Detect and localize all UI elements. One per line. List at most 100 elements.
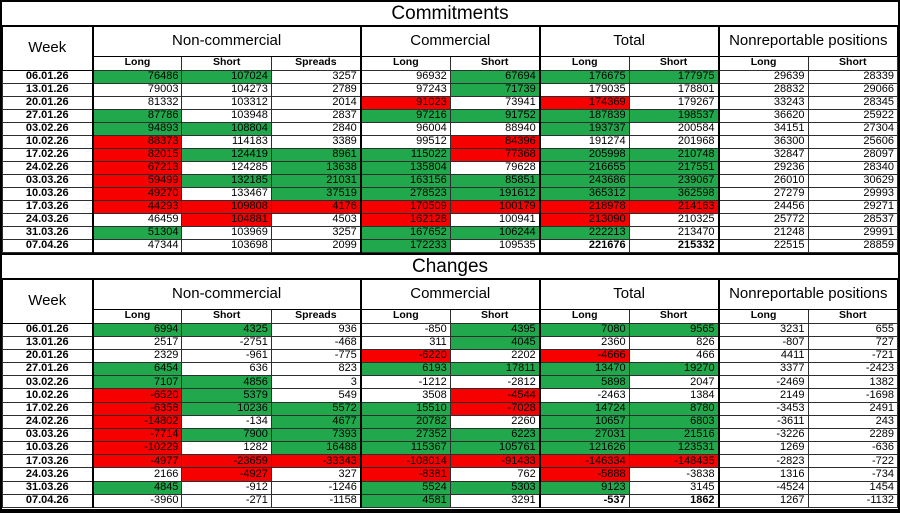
value-cell: 3291 xyxy=(449,493,541,509)
value-cell: 28832 xyxy=(717,82,809,97)
value-cell: 3257 xyxy=(270,69,362,84)
value-cell: -850 xyxy=(359,322,451,337)
value-cell: 49270 xyxy=(91,186,183,201)
week-cell: 10.03.26 xyxy=(2,441,94,456)
value-cell: 109808 xyxy=(181,199,272,214)
value-cell: 179035 xyxy=(538,82,630,97)
value-cell: 193737 xyxy=(538,121,630,136)
value-cell: 243686 xyxy=(538,173,630,188)
value-cell: 1269 xyxy=(717,441,809,456)
value-cell: -775 xyxy=(270,348,362,364)
value-cell: 67213 xyxy=(91,160,183,175)
table-row: 06.01.26 6994 4325 936 -850 4395 7080 9565 3231 6… xyxy=(2,322,898,337)
value-cell: 4856 xyxy=(181,375,272,390)
value-cell: 216655 xyxy=(538,160,630,175)
value-cell: 6223 xyxy=(449,427,541,443)
value-cell: -721 xyxy=(807,348,898,364)
week-cell: 10.03.26 xyxy=(2,186,94,201)
value-cell: 28859 xyxy=(807,238,898,254)
value-cell: 84396 xyxy=(449,134,541,149)
value-cell: 109535 xyxy=(449,238,541,254)
value-cell: 8961 xyxy=(270,147,362,162)
table-row: 24.03.26 2166 -4927 327 -8381 762 -5888 -3838 13… xyxy=(2,467,898,482)
value-cell: 59499 xyxy=(91,173,183,188)
value-cell: 179267 xyxy=(628,95,720,110)
week-cell: 24.02.26 xyxy=(2,414,94,429)
table-row: 07.04.26 47344 103698 2099 172233 109535 22167… xyxy=(2,238,898,254)
col-header-nc-long: Long xyxy=(91,308,183,324)
value-cell: 215332 xyxy=(628,238,720,254)
value-cell: 30629 xyxy=(807,173,898,188)
table-row: 20.01.26 2329 -961 -775 -6220 2202 -4666 466 441… xyxy=(2,348,898,364)
col-header-t-long: Long xyxy=(538,308,630,324)
group-header-noncommercial: Non-commercial xyxy=(91,278,362,310)
value-cell: -3960 xyxy=(91,493,183,509)
value-cell: 106244 xyxy=(449,225,541,240)
value-cell: 205998 xyxy=(538,147,630,162)
table-row: 24.02.26 67213 124285 13638 135804 79628 21665… xyxy=(2,160,898,175)
value-cell: 4176 xyxy=(270,199,362,214)
value-cell: 104881 xyxy=(181,212,272,227)
value-cell: -8381 xyxy=(359,467,451,482)
value-cell: 4581 xyxy=(359,493,451,509)
value-cell: 2329 xyxy=(91,348,183,364)
value-cell: 162128 xyxy=(359,212,451,227)
value-cell: 213090 xyxy=(538,212,630,227)
week-cell: 24.02.26 xyxy=(2,160,94,175)
value-cell: 1862 xyxy=(628,493,720,509)
value-cell: 37519 xyxy=(270,186,362,201)
table-row: 17.02.26 82015 124419 8961 115022 77368 205998… xyxy=(2,147,898,162)
value-cell: -6520 xyxy=(91,388,183,403)
value-cell: -2463 xyxy=(538,388,630,403)
value-cell: 365312 xyxy=(538,186,630,201)
table-row: 24.02.26 -14802 -134 4677 20782 2260 10657 6803… xyxy=(2,414,898,429)
value-cell: 91752 xyxy=(449,108,541,123)
value-cell: 163156 xyxy=(359,173,451,188)
value-cell: 34151 xyxy=(717,121,809,136)
value-cell: 24456 xyxy=(717,199,809,214)
value-cell: 5898 xyxy=(538,375,630,390)
value-cell: -4544 xyxy=(449,388,541,403)
value-cell: -134 xyxy=(181,414,272,429)
value-cell: 2840 xyxy=(270,121,362,136)
value-cell: 3389 xyxy=(270,134,362,149)
value-cell: 9123 xyxy=(538,480,630,495)
value-cell: 1454 xyxy=(807,480,898,495)
col-header-nc-spreads: Spreads xyxy=(270,55,362,71)
value-cell: 27304 xyxy=(807,121,898,136)
changes-table: Changes Week Non-commercial Commercial T… xyxy=(2,255,898,509)
commitments-table: Commitments Week Non-commercial Commerci… xyxy=(2,2,898,254)
value-cell: -10229 xyxy=(91,441,183,456)
value-cell: 71739 xyxy=(449,82,541,97)
table-row: 24.03.26 46459 104881 4503 162128 100941 21309… xyxy=(2,212,898,227)
value-cell: 8780 xyxy=(628,401,720,416)
value-cell: 21516 xyxy=(628,427,720,443)
col-header-c-long: Long xyxy=(359,308,451,324)
value-cell: 4845 xyxy=(91,480,183,495)
week-cell: 03.03.26 xyxy=(2,173,94,188)
value-cell: 221676 xyxy=(538,238,630,254)
commitments-section: Commitments Week Non-commercial Commerci… xyxy=(2,2,898,255)
value-cell: 3145 xyxy=(628,480,720,495)
value-cell: 133467 xyxy=(181,186,272,201)
value-cell: 466 xyxy=(628,348,720,364)
value-cell: 327 xyxy=(270,467,362,482)
value-cell: 22515 xyxy=(717,238,809,254)
col-header-t-short: Short xyxy=(628,308,720,324)
value-cell: -961 xyxy=(181,348,272,364)
value-cell: 5572 xyxy=(270,401,362,416)
week-cell: 17.02.26 xyxy=(2,147,94,162)
table-row: 03.02.26 94893 108804 2840 96004 88940 193737 2… xyxy=(2,121,898,136)
value-cell: 167652 xyxy=(359,225,451,240)
value-cell: 762 xyxy=(449,467,541,482)
value-cell: -807 xyxy=(717,335,809,350)
value-cell: -7714 xyxy=(91,427,183,443)
value-cell: -734 xyxy=(807,467,898,482)
week-cell: 06.01.26 xyxy=(2,322,94,337)
week-cell: 03.02.26 xyxy=(2,375,94,390)
value-cell: 9565 xyxy=(628,322,720,337)
week-cell: 27.01.26 xyxy=(2,108,94,123)
value-cell: 82015 xyxy=(91,147,183,162)
value-cell: 28537 xyxy=(807,212,898,227)
value-cell: 2289 xyxy=(807,427,898,443)
